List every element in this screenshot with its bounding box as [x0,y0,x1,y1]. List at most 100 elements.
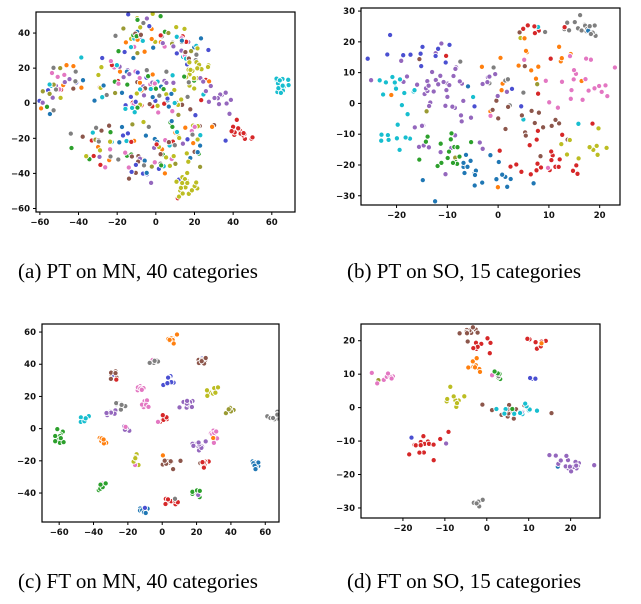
scatter-point [136,74,143,82]
scatter-point [169,123,176,130]
scatter-point [368,77,375,84]
scatter-point [394,121,401,128]
scatter-point [276,77,283,84]
panel-a: −60 −40 −20 0 20 40 60 −60 −40 −20 0 20 40 (a) PT on… [0,0,320,300]
scatter-point [165,139,172,146]
scatter-point [187,66,194,73]
scatter-point [107,153,114,160]
scatter-point [161,170,168,177]
scatter-point [179,190,186,197]
scatter-point [453,400,461,407]
x-tick-label: −10 [438,211,457,221]
scatter-point [400,52,407,59]
scatter-point [598,88,605,95]
scatter-point [546,452,553,459]
scatter-point [171,99,178,107]
scatter-point [173,178,180,185]
scatter-point [422,138,429,145]
scatter-point [128,153,135,160]
scatter-point [194,149,201,156]
scatter-point [145,403,152,410]
scatter-point [407,51,414,58]
scatter-point [209,123,216,130]
scatter-point [522,400,529,407]
scatter-point [169,108,176,115]
y-tick-label: 0 [349,99,355,109]
scatter-point [494,184,501,191]
scatter-point [99,54,106,62]
scatter-point [368,369,375,376]
scatter-point [542,28,549,36]
scatter-point [556,120,563,127]
scatter-point [432,198,439,205]
scatter-point [70,85,77,92]
scatter-point [412,442,419,449]
scatter-point [202,88,209,95]
scatter-point [142,509,149,517]
scatter-point [140,92,148,99]
scatter-point [159,452,166,459]
scatter-point [168,118,175,125]
scatter-point [170,153,177,160]
scatter-point [517,409,524,417]
scatter-point [603,144,610,151]
scatter-point [170,43,177,50]
y-tick-label: 0 [30,425,36,435]
scatter-point [462,151,470,158]
scatter-point [507,175,514,183]
scatter-point [141,504,148,511]
scatter-point [279,82,286,89]
scatter-point [384,132,391,139]
scatter-point [524,335,531,342]
scatter-point [579,96,586,103]
scatter-point [456,153,463,160]
scatter-point [149,94,156,101]
scatter-point [79,133,86,140]
scatter-point [535,109,542,116]
scatter-plot-c: −60 −40 −20 0 20 40 60 −40 −20 0 20 40 60 [17,323,281,538]
scatter-point [555,163,562,170]
scatter-point [203,387,211,394]
scatter-point [416,56,423,63]
scatter-point [471,171,479,179]
scatter-point [516,29,523,36]
scatter-point [538,340,545,347]
scatter-point [184,169,191,177]
scatter-point [198,97,205,104]
scatter-point [469,358,476,365]
scatter-point [438,159,445,166]
scatter-point [159,412,166,419]
scatter-point [227,96,234,103]
scatter-point [158,162,165,169]
scatter-point [447,136,454,143]
scatter-point [157,32,164,39]
scatter-point [583,55,590,62]
y-tick-label: −10 [336,437,355,447]
scatter-point [520,25,527,32]
scatter-point [155,109,162,116]
scatter-point [534,81,541,88]
panel-c: −60 −40 −20 0 20 40 60 −40 −20 0 20 40 60 (c) FT on … [0,312,320,604]
scatter-point [165,103,172,110]
scatter-point [173,50,180,57]
scatter-point [39,88,46,95]
plot-frame [360,7,621,206]
scatter-point [387,31,394,39]
scatter-point [384,51,391,58]
scatter-point [425,144,432,151]
scatter-point [489,106,496,113]
scatter-point [530,180,537,187]
scatter-point [149,71,156,78]
scatter-point [426,102,433,110]
scatter-point [531,23,538,30]
x-tick-label: 0 [153,218,159,228]
scatter-point [122,105,129,112]
scatter-point [120,74,127,81]
scatter-point [163,68,170,75]
x-tick-label: −60 [50,528,69,538]
scatter-point [207,82,214,90]
scatter-point [435,81,442,88]
x-tick-label: 20 [565,524,577,534]
scatter-point [185,79,192,86]
scatter-point [116,139,123,146]
